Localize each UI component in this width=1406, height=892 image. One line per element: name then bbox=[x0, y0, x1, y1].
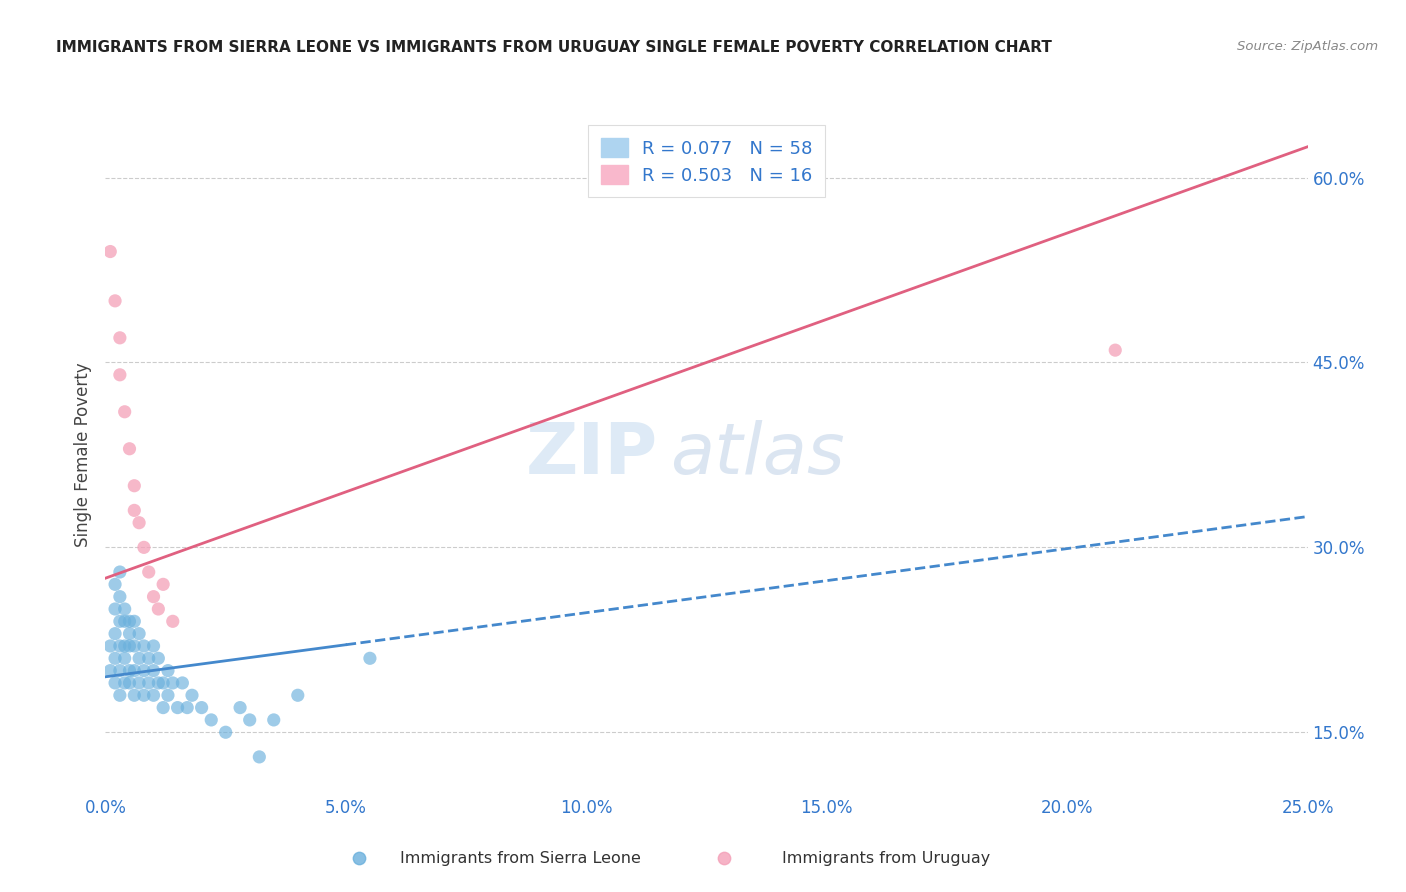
Point bbox=[124, 688, 146, 702]
Text: Immigrants from Sierra Leone: Immigrants from Sierra Leone bbox=[399, 851, 641, 865]
Point bbox=[128, 516, 150, 530]
Point bbox=[114, 676, 136, 690]
Point bbox=[108, 590, 131, 604]
Point bbox=[104, 602, 127, 616]
Point bbox=[229, 700, 252, 714]
Point bbox=[108, 615, 131, 629]
Point bbox=[152, 676, 174, 690]
Point bbox=[181, 688, 204, 702]
Point bbox=[104, 577, 127, 591]
Point bbox=[108, 368, 131, 382]
Point bbox=[156, 664, 179, 678]
Point bbox=[142, 590, 165, 604]
Point bbox=[247, 750, 270, 764]
Point bbox=[132, 664, 155, 678]
Point bbox=[162, 676, 184, 690]
Point bbox=[162, 615, 184, 629]
Point bbox=[263, 713, 285, 727]
Point bbox=[118, 442, 141, 456]
Point bbox=[142, 639, 165, 653]
Point bbox=[114, 602, 136, 616]
Point bbox=[98, 639, 121, 653]
Point bbox=[128, 626, 150, 640]
Point bbox=[114, 651, 136, 665]
Point bbox=[118, 676, 141, 690]
Point bbox=[118, 615, 141, 629]
Point bbox=[359, 651, 381, 665]
Point bbox=[124, 639, 146, 653]
Text: atlas: atlas bbox=[671, 420, 845, 490]
Point bbox=[176, 700, 198, 714]
Point bbox=[108, 565, 131, 579]
Point bbox=[200, 713, 222, 727]
Point bbox=[239, 713, 262, 727]
Point bbox=[108, 664, 131, 678]
Text: Source: ZipAtlas.com: Source: ZipAtlas.com bbox=[1237, 40, 1378, 54]
Point bbox=[214, 725, 236, 739]
Point bbox=[138, 676, 160, 690]
Point bbox=[190, 700, 212, 714]
Point bbox=[166, 700, 188, 714]
Point bbox=[104, 626, 127, 640]
Point bbox=[124, 664, 146, 678]
Point bbox=[108, 639, 131, 653]
Y-axis label: Single Female Poverty: Single Female Poverty bbox=[73, 363, 91, 547]
Point bbox=[132, 541, 155, 555]
Point bbox=[148, 651, 170, 665]
Point bbox=[98, 244, 121, 259]
Point bbox=[713, 851, 735, 865]
Text: Immigrants from Uruguay: Immigrants from Uruguay bbox=[782, 851, 990, 865]
Point bbox=[108, 331, 131, 345]
Point bbox=[156, 688, 179, 702]
Point bbox=[98, 664, 121, 678]
Point bbox=[118, 626, 141, 640]
Legend: R = 0.077   N = 58, R = 0.503   N = 16: R = 0.077 N = 58, R = 0.503 N = 16 bbox=[588, 125, 825, 197]
Point bbox=[104, 293, 127, 308]
Point bbox=[148, 602, 170, 616]
Point bbox=[347, 851, 370, 865]
Point bbox=[142, 664, 165, 678]
Text: ZIP: ZIP bbox=[526, 420, 658, 490]
Point bbox=[128, 651, 150, 665]
Point bbox=[124, 503, 146, 517]
Point bbox=[152, 577, 174, 591]
Point bbox=[287, 688, 309, 702]
Point bbox=[132, 639, 155, 653]
Point bbox=[118, 639, 141, 653]
Point bbox=[128, 676, 150, 690]
Point bbox=[114, 639, 136, 653]
Point bbox=[104, 651, 127, 665]
Point bbox=[138, 565, 160, 579]
Text: IMMIGRANTS FROM SIERRA LEONE VS IMMIGRANTS FROM URUGUAY SINGLE FEMALE POVERTY CO: IMMIGRANTS FROM SIERRA LEONE VS IMMIGRAN… bbox=[56, 40, 1052, 55]
Point bbox=[172, 676, 194, 690]
Point bbox=[104, 676, 127, 690]
Point bbox=[142, 688, 165, 702]
Point bbox=[1104, 343, 1126, 358]
Point bbox=[114, 615, 136, 629]
Point bbox=[132, 688, 155, 702]
Point bbox=[124, 615, 146, 629]
Point bbox=[114, 405, 136, 419]
Point bbox=[148, 676, 170, 690]
Point bbox=[152, 700, 174, 714]
Point bbox=[118, 664, 141, 678]
Point bbox=[138, 651, 160, 665]
Point bbox=[124, 479, 146, 493]
Point bbox=[108, 688, 131, 702]
